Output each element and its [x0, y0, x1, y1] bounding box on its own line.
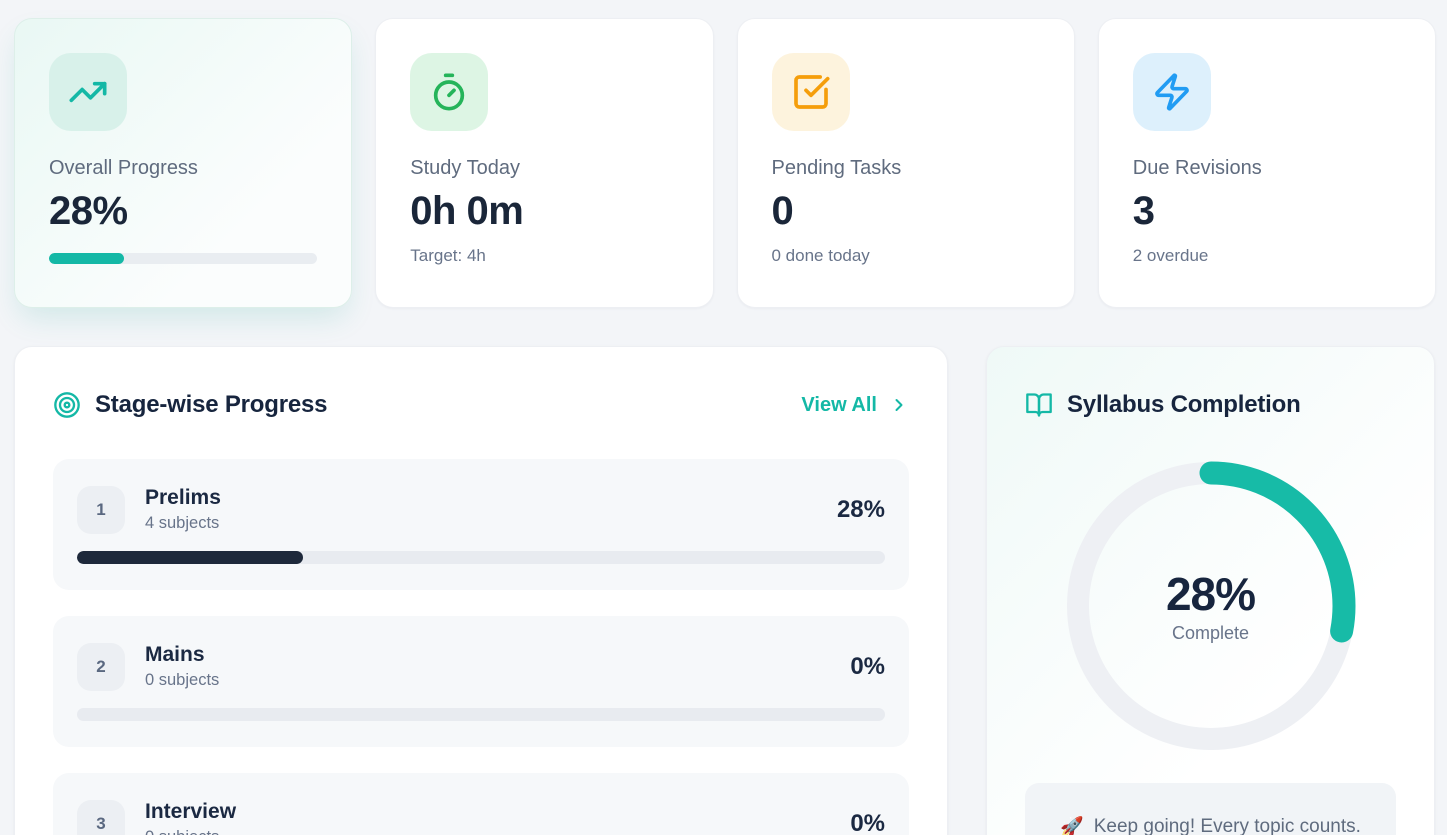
stage-progress-bar [77, 708, 885, 721]
stat-card-overall-progress: Overall Progress 28% [14, 18, 353, 308]
syllabus-panel-title: Syllabus Completion [1067, 391, 1301, 418]
stage-row-prelims[interactable]: 1 Prelims 4 subjects 28% [53, 459, 909, 590]
overall-progress-bar-fill [49, 253, 125, 264]
syllabus-completion-panel: Syllabus Completion 28% Complete 🚀 Keep … [986, 346, 1435, 835]
stage-name: Prelims [145, 486, 221, 509]
stat-label: Study Today [410, 157, 520, 179]
stage-progress-bar-fill [77, 551, 304, 564]
main-row: Stage-wise Progress View All 1 Prelims 4… [14, 346, 1435, 835]
syllabus-donut-chart: 28% Complete [1066, 461, 1356, 751]
stage-panel-title: Stage-wise Progress [95, 391, 328, 418]
stat-subtext: 2 overdue [1132, 246, 1209, 265]
timer-icon [410, 53, 489, 131]
stage-number-badge: 1 [77, 485, 125, 534]
stat-label: Due Revisions [1132, 157, 1262, 179]
motivation-message: Keep going! Every topic counts. [1093, 816, 1361, 835]
motivation-message-box: 🚀 Keep going! Every topic counts. [1025, 783, 1396, 835]
stage-name: Interview [145, 800, 237, 823]
overall-progress-bar [49, 253, 318, 264]
chevron-right-icon [895, 399, 903, 411]
stage-percent: 0% [850, 809, 885, 835]
stage-percent: 0% [850, 652, 885, 680]
stat-card-due-revisions: Due Revisions 3 2 overdue [1097, 18, 1436, 308]
stage-panel-title-group: Stage-wise Progress [53, 391, 328, 419]
donut-arc [1066, 461, 1355, 751]
stat-value: 3 [1132, 189, 1155, 233]
book-open-icon [1026, 393, 1052, 417]
stage-subjects: 0 subjects [145, 826, 236, 835]
zap-icon [1132, 53, 1211, 131]
rocket-emoji-icon: 🚀 [1060, 817, 1084, 835]
stat-label: Overall Progress [49, 157, 198, 179]
syllabus-panel-title-group: Syllabus Completion [1025, 391, 1301, 419]
stage-name: Mains [145, 643, 205, 666]
stage-row-top: 2 Mains 0 subjects 0% [77, 642, 885, 691]
target-icon [54, 392, 80, 418]
stage-subjects: 0 subjects [145, 671, 220, 689]
stat-subtext: 0 done today [771, 246, 870, 265]
stat-label: Pending Tasks [771, 157, 902, 179]
stage-progress-bar [77, 551, 885, 564]
stat-card-study-today: Study Today 0h 0m Target: 4h [375, 18, 714, 308]
view-all-label: View All [801, 393, 877, 416]
stage-number-badge: 2 [77, 642, 125, 691]
check-square-icon [771, 53, 850, 131]
stage-number-badge: 3 [77, 799, 125, 835]
stage-subjects: 4 subjects [145, 514, 220, 532]
stage-percent: 28% [836, 495, 885, 523]
syllabus-panel-header: Syllabus Completion [1025, 385, 1396, 425]
stat-value: 0h 0m [410, 189, 524, 233]
stage-info: Interview 0 subjects [145, 799, 236, 835]
stage-row-top: 3 Interview 0 subjects 0% [77, 799, 885, 835]
stage-panel-header: Stage-wise Progress View All [53, 385, 909, 425]
trending-up-icon [49, 53, 127, 131]
stage-row-interview[interactable]: 3 Interview 0 subjects 0% [53, 773, 909, 835]
stat-value: 28% [49, 189, 128, 233]
stage-row-top: 1 Prelims 4 subjects 28% [77, 485, 885, 534]
stat-card-pending-tasks: Pending Tasks 0 0 done today [736, 18, 1075, 308]
stage-list: 1 Prelims 4 subjects 28% 2 Mains 0 su [53, 459, 909, 835]
stats-row: Overall Progress 28% Study Today 0h 0m T… [0, 0, 1447, 308]
stat-value: 0 [771, 189, 794, 233]
view-all-button[interactable]: View All [801, 394, 909, 417]
stage-row-mains[interactable]: 2 Mains 0 subjects 0% [53, 616, 909, 747]
stage-info: Mains 0 subjects [145, 642, 219, 691]
stage-info: Prelims 4 subjects [145, 485, 221, 534]
stat-subtext: Target: 4h [410, 246, 486, 265]
stage-wise-progress-panel: Stage-wise Progress View All 1 Prelims 4… [14, 346, 948, 835]
